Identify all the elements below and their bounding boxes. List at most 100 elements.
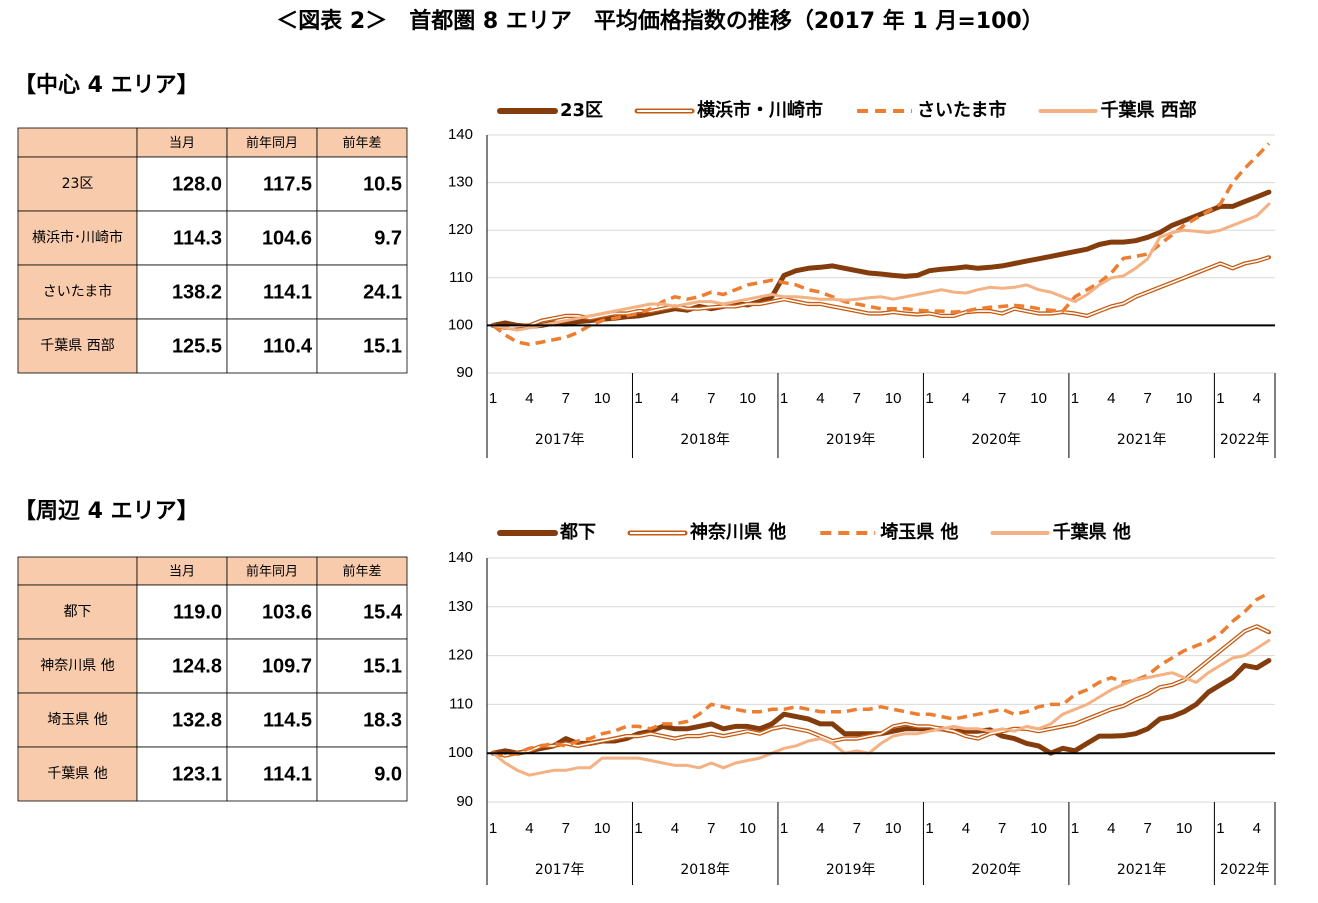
year-label: 2020年: [971, 862, 1021, 878]
legend-label: 横浜市・川崎市: [697, 99, 823, 121]
table-cell: [136, 638, 228, 694]
table-cell-text: 10.5: [363, 173, 402, 195]
table-cell: [136, 746, 228, 802]
y-tick-label: 90: [456, 364, 473, 381]
table-row-label-cell: [17, 318, 138, 374]
table-row-label: 都下: [64, 604, 92, 620]
table-cell-text: 123.1: [172, 763, 222, 785]
x-tick-label: 1: [780, 390, 788, 407]
year-label: 2018年: [680, 862, 730, 878]
y-tick-label: 120: [448, 221, 473, 238]
x-tick-label: 4: [816, 820, 824, 837]
legend-label: さいたま市: [917, 99, 1006, 121]
x-tick-label: 10: [885, 390, 902, 407]
table-row-label-cell: [17, 584, 138, 640]
y-tick-label: 100: [448, 316, 473, 333]
table-header-cell: [17, 556, 138, 586]
table-cell-text: 114.1: [263, 281, 312, 303]
x-tick-label: 1: [1216, 820, 1224, 837]
x-tick-label: 1: [489, 390, 497, 407]
year-label: 2018年: [680, 432, 730, 448]
table-cell: [316, 584, 408, 640]
table-cell-text: 9.0: [374, 763, 402, 785]
section-heading: 【周辺 4 エリア】: [14, 499, 199, 524]
x-tick-label: 1: [1216, 390, 1224, 407]
x-tick-label: 10: [594, 390, 611, 407]
table-header-text: 前年差: [342, 564, 381, 580]
x-tick-label: 7: [1144, 390, 1152, 407]
table-cell-text: 132.8: [172, 709, 222, 731]
table-cell-text: 24.1: [363, 281, 402, 303]
x-tick-label: 10: [739, 390, 756, 407]
x-tick-label: 4: [1107, 390, 1115, 407]
x-tick-label: 10: [1176, 390, 1193, 407]
table-cell-text: 109.7: [262, 655, 312, 677]
table-cell: [136, 156, 228, 212]
legend-label: 千葉県 他: [1053, 521, 1131, 543]
table-cell-text: 15.1: [363, 335, 402, 357]
table-row-label-cell: [17, 692, 138, 748]
series-line: [490, 189, 1272, 329]
x-tick-label: 1: [634, 820, 642, 837]
x-tick-label: 7: [562, 820, 570, 837]
year-label: 2021年: [1117, 862, 1167, 878]
x-tick-label: 1: [1071, 820, 1079, 837]
table-cell-text: 114.1: [263, 763, 312, 785]
table-header-cell: [226, 127, 318, 158]
table-cell: [316, 638, 408, 694]
table-cell: [226, 318, 318, 374]
series-line: [491, 639, 1271, 777]
x-tick-label: 4: [525, 390, 533, 407]
legend-label: 千葉県 西部: [1101, 99, 1197, 121]
series-line: [491, 202, 1271, 332]
x-tick-label: 4: [1253, 390, 1261, 407]
legend-label: 23区: [560, 100, 603, 121]
y-tick-label: 110: [449, 269, 473, 286]
x-tick-label: 7: [707, 820, 715, 837]
x-tick-label: 10: [1176, 820, 1193, 837]
table-header-cell: [136, 556, 228, 586]
year-label: 2019年: [826, 862, 876, 878]
x-tick-label: 4: [1253, 820, 1261, 837]
table-cell-text: 124.8: [172, 655, 222, 677]
table-header-text: 当月: [169, 136, 195, 151]
table-cell: [226, 638, 318, 694]
section-heading: 【中心 4 エリア】: [14, 73, 199, 98]
x-tick-label: 1: [489, 820, 497, 837]
table-header-text: 前年同月: [246, 564, 298, 580]
year-label: 2022年: [1220, 862, 1270, 878]
table-header-cell: [316, 556, 408, 586]
table-row-label-cell: [17, 746, 138, 802]
x-tick-label: 1: [634, 390, 642, 407]
x-tick-label: 7: [998, 820, 1006, 837]
x-tick-label: 7: [853, 820, 861, 837]
legend-label: 神奈川県 他: [690, 521, 786, 543]
page-title: ＜図表 2＞ 首都圏 8 エリア 平均価格指数の推移（2017 年 1 月=10…: [276, 8, 1043, 34]
table-cell: [316, 318, 408, 374]
table-cell-text: 15.4: [363, 601, 403, 623]
table-row-label: 千葉県 西部: [40, 338, 114, 354]
x-tick-label: 4: [962, 390, 970, 407]
x-tick-label: 10: [739, 820, 756, 837]
table-header-cell: [316, 127, 408, 158]
table-cell: [316, 264, 408, 320]
table-row-label-cell: [17, 210, 138, 266]
y-tick-label: 110: [449, 695, 473, 712]
table-row-label: 埼玉県 他: [47, 712, 107, 728]
table-cell-text: 138.2: [172, 281, 222, 303]
y-tick-label: 140: [448, 549, 473, 566]
table-cell-text: 18.3: [363, 709, 402, 731]
x-tick-label: 1: [925, 820, 933, 837]
table-row-label-cell: [17, 264, 138, 320]
x-tick-label: 4: [671, 820, 679, 837]
x-tick-label: 4: [671, 390, 679, 407]
x-tick-label: 4: [1107, 820, 1115, 837]
x-tick-label: 10: [1030, 390, 1047, 407]
table-cell: [316, 746, 408, 802]
x-tick-label: 10: [1030, 820, 1047, 837]
table-cell-text: 15.1: [363, 655, 402, 677]
y-tick-label: 140: [448, 126, 473, 143]
table-header-cell: [17, 127, 138, 158]
y-tick-label: 130: [448, 598, 473, 615]
